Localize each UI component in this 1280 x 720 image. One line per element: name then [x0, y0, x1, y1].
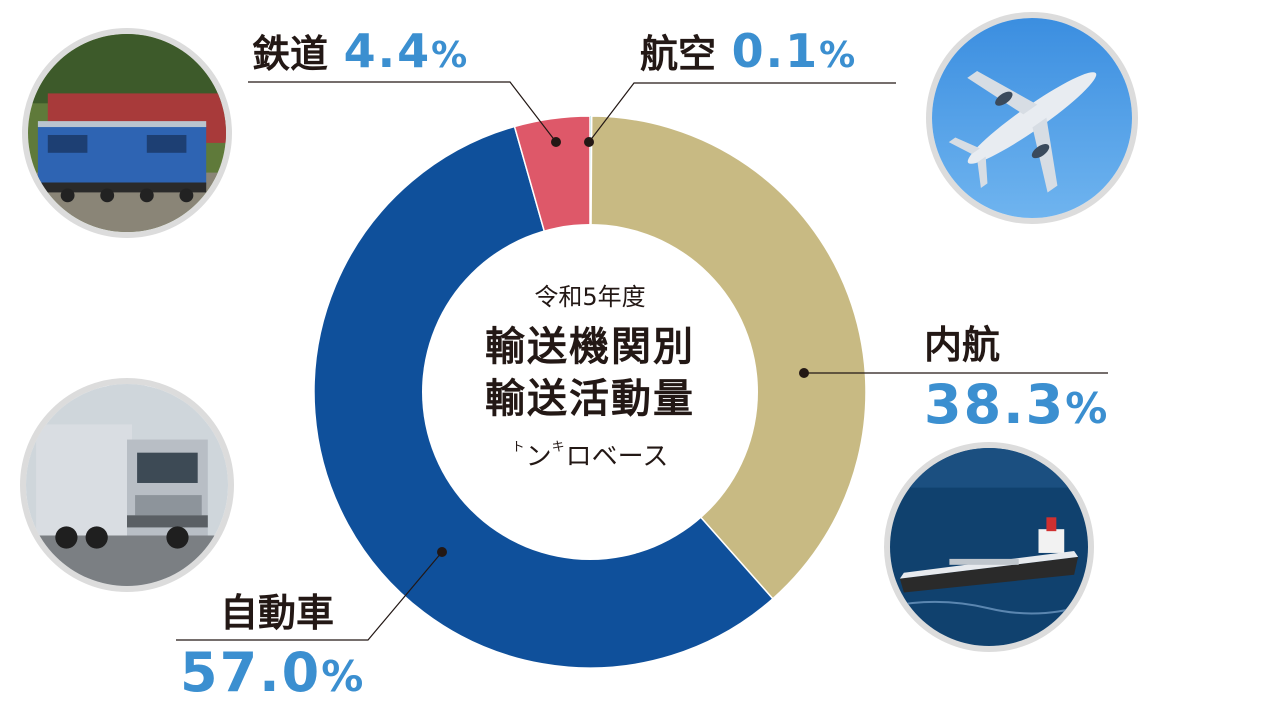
donut-hole	[422, 224, 758, 560]
fiscal-year-label: 令和5年度	[534, 283, 646, 311]
air-name: 航空	[640, 32, 717, 76]
chart-title: 輸送機関別 輸送活動量	[455, 321, 725, 425]
train-icon	[28, 34, 226, 232]
leader-line-rail	[248, 81, 561, 147]
airplane-icon	[932, 18, 1132, 218]
unit-basis-label: トンキロベース	[455, 441, 725, 470]
chart-title-line2: 輸送活動量	[485, 376, 695, 422]
train-photo	[22, 28, 232, 238]
air-percent-unit: %	[819, 35, 856, 76]
domestic-shipping-percent: 38.3	[924, 373, 1066, 436]
leader-line-domestic-shipping	[799, 368, 1108, 378]
air-label: 航空 0.1%	[640, 28, 855, 74]
ship-photo	[884, 442, 1094, 652]
leader-line-air	[584, 82, 896, 147]
rail-name: 鉄道	[252, 32, 329, 76]
rail-label: 鉄道 4.4%	[252, 28, 467, 74]
truck-icon	[26, 384, 228, 586]
leader-line-road	[176, 547, 447, 641]
road-label: 自動車 57.0%	[180, 594, 363, 700]
chart-title-line1: 輸送機関別	[485, 324, 695, 370]
truck-photo	[20, 378, 234, 592]
rail-percent: 4.4	[343, 24, 432, 78]
basis-suffix: ベース	[591, 442, 669, 472]
ship-icon	[890, 448, 1088, 646]
airplane-photo	[926, 12, 1138, 224]
domestic-shipping-label: 内航 38.3%	[924, 326, 1107, 432]
basis-char-1: ン	[525, 442, 552, 472]
basis-ruby-2: キ	[551, 440, 565, 455]
road-percent-unit: %	[321, 652, 364, 701]
rail-percent-unit: %	[431, 35, 468, 76]
road-percent: 57.0	[180, 641, 322, 704]
air-percent: 0.1	[731, 24, 820, 78]
road-name: 自動車	[220, 591, 335, 635]
domestic-shipping-percent-unit: %	[1065, 384, 1108, 433]
center-caption: 令和5年度 輸送機関別 輸送活動量 トンキロベース	[455, 285, 725, 470]
domestic-shipping-name: 内航	[924, 323, 1001, 367]
basis-char-2: ロ	[565, 442, 592, 472]
basis-ruby-1: ト	[511, 440, 525, 455]
